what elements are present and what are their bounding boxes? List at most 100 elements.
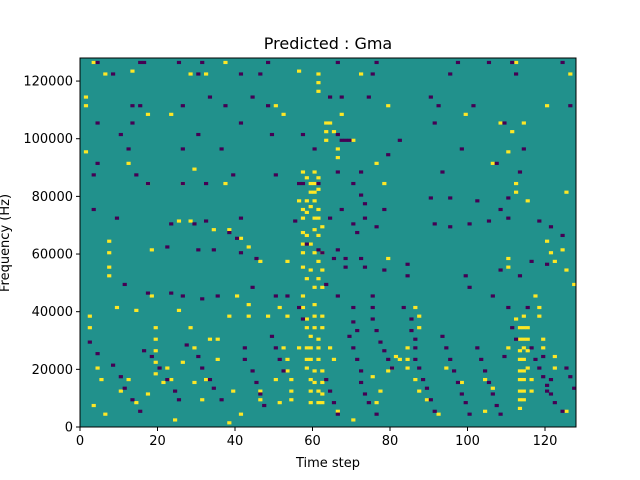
heatmap-cell-low (564, 366, 569, 370)
heatmap-cell-low (386, 357, 391, 361)
heatmap-cell-low (207, 377, 213, 382)
heatmap-cell-low (180, 104, 185, 108)
heatmap-cell-low (134, 173, 139, 177)
heatmap-cell-low (87, 340, 92, 344)
heatmap-cell-low (436, 104, 441, 108)
heatmap-cell-low (235, 236, 240, 240)
heatmap-cell-high (308, 205, 313, 209)
low-cells-layer (87, 60, 577, 416)
heatmap-cell-high (312, 369, 317, 373)
heatmap-cell-low (467, 222, 472, 226)
heatmap-cell-high (331, 357, 337, 361)
heatmap-cell-high (316, 89, 321, 93)
heatmap-cell-high (153, 372, 158, 376)
heatmap-cell-low (359, 369, 364, 373)
heatmap-cell-high (258, 389, 263, 393)
heatmap-cell-high (238, 412, 244, 416)
heatmap-cell-low (413, 346, 418, 350)
heatmap-cell-high (564, 190, 569, 194)
heatmap-cell-low (173, 389, 178, 393)
heatmap-cell-low (390, 366, 395, 370)
heatmap-cell-low (211, 248, 216, 252)
heatmap-cell-low (421, 377, 426, 382)
heatmap-cell-low (432, 121, 437, 125)
heatmap-cell-low (114, 216, 120, 220)
heatmap-cell-low (498, 412, 503, 416)
heatmap-cell-low (343, 138, 348, 142)
heatmap-cell-high (370, 375, 375, 379)
heatmap-cell-low (238, 216, 244, 220)
heatmap-cell-low (331, 401, 337, 405)
heatmap-cell-high (83, 95, 89, 99)
heatmap-cell-low (413, 337, 418, 341)
heatmap-cell-high (320, 285, 325, 289)
heatmap-cell-low (196, 72, 201, 76)
heatmap-cell-high (541, 337, 546, 341)
heatmap-cell-high (552, 354, 557, 359)
heatmap-cell-high (308, 357, 313, 361)
heatmap-cell-low (142, 349, 147, 353)
heatmap-cell-high (87, 326, 92, 330)
heatmap-cell-low (273, 346, 278, 350)
heatmap-cell-high (510, 130, 515, 134)
heatmap-cell-high (285, 357, 290, 361)
heatmap-cell-low (401, 305, 406, 310)
heatmap-cell-high (300, 294, 306, 298)
heatmap-cell-low (328, 95, 333, 99)
heatmap-cell-low (223, 104, 228, 108)
heatmap-cell-low (339, 207, 344, 212)
heatmap-cell-low (91, 207, 96, 212)
heatmap-cell-high (320, 268, 325, 272)
heatmap-cell-high (145, 112, 151, 116)
heatmap-cell-high (235, 294, 240, 298)
heatmap-cell-low (351, 222, 356, 226)
heatmap-cell-high (312, 285, 317, 289)
heatmap-cell-high (320, 392, 325, 396)
heatmap-cell-high (417, 389, 422, 393)
heatmap-cell-high (417, 314, 422, 318)
heatmap-cell-low (545, 389, 550, 393)
heatmap-cell-high (277, 401, 282, 405)
heatmap-cell-high (316, 357, 321, 361)
heatmap-cell-low (320, 251, 325, 255)
heatmap-cell-high (300, 265, 306, 269)
heatmap-cell-high (285, 369, 290, 373)
heatmap-cell-low (560, 233, 565, 238)
heatmap-cell-high (316, 277, 321, 281)
heatmap-cell-low (467, 285, 472, 289)
heatmap-cell-high (223, 181, 228, 186)
heatmap-cell-low (254, 380, 259, 385)
heatmap-cell-low (130, 398, 135, 402)
heatmap-cell-high (227, 421, 232, 425)
heatmap-cell-low (362, 202, 368, 206)
heatmap-cell-high (304, 199, 309, 203)
heatmap-cell-high (297, 69, 302, 73)
heatmap-cell-high (134, 308, 139, 312)
heatmap-cell-low (537, 366, 542, 370)
heatmap-cell-high (300, 216, 306, 220)
heatmap-cell-high (525, 199, 530, 203)
heatmap-cell-high (537, 314, 542, 318)
heatmap-cell-high (498, 121, 503, 125)
heatmap-cell-high (312, 251, 317, 255)
heatmap-cell-high (521, 326, 526, 330)
heatmap-cell-high (517, 389, 523, 393)
heatmap-cell-low (517, 170, 523, 174)
heatmap-cell-low (192, 222, 197, 226)
heatmap-cell-low (347, 138, 352, 142)
heatmap-cell-high (506, 265, 511, 269)
heatmap-cell-high (335, 147, 340, 151)
high-cells-layer (83, 60, 577, 425)
heatmap-cell-high (316, 176, 321, 180)
heatmap-cell-high (285, 314, 290, 318)
heatmap-cell-high (180, 360, 185, 364)
heatmap-cell-high (149, 248, 154, 252)
heatmap-cell-high (525, 326, 530, 330)
heatmap-cell-high (517, 349, 523, 353)
heatmap-cell-low (122, 386, 127, 390)
heatmap-cell-low (297, 181, 302, 186)
heatmap-cell-high (506, 256, 511, 261)
heatmap-cell-low (405, 274, 410, 278)
heatmap-cell-high (564, 409, 569, 413)
heatmap-cell-low (362, 392, 368, 396)
